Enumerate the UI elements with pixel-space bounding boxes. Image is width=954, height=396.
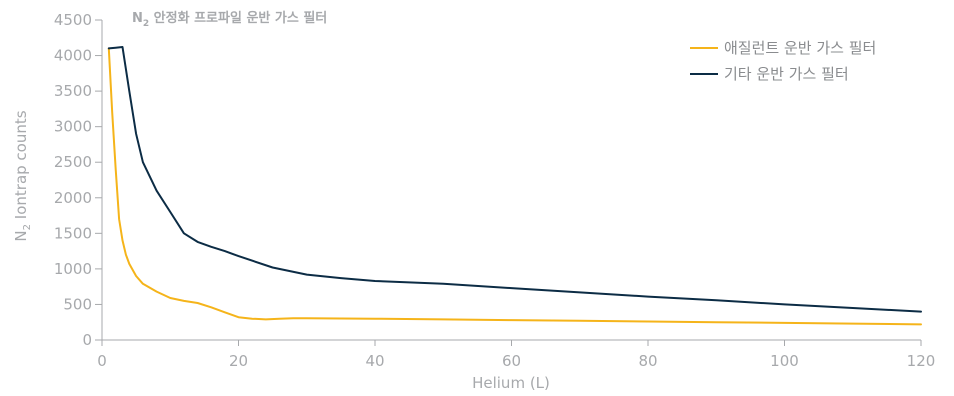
x-tick-label: 0 [97,352,107,370]
series-lines [107,46,922,326]
x-tick-label: 60 [502,352,521,370]
chart-title-subscript: 2 [143,19,149,29]
chart-title-rest: 안정화 프로파일 운반 가스 필터 [149,10,327,26]
y-tick-label: 3500 [54,82,92,100]
y-axis-label-main: N [12,230,30,241]
series-line-1 [107,47,922,326]
y-tick-label: 1500 [54,224,92,242]
legend-label-2: 기타 운반 가스 필터 [724,65,849,83]
y-tick-label: 500 [63,295,92,313]
x-axis-label: Helium (L) [472,374,550,392]
y-tick-label: 2000 [54,189,92,207]
y-tick-label: 2500 [54,153,92,171]
y-axis-ticks: 0 500 1000 1500 2000 2500 3000 3500 4000 4500 [54,11,102,349]
y-tick-label: 1000 [54,260,92,278]
x-tick-label: 100 [770,352,799,370]
legend-label-1: 애질런트 운반 가스 필터 [724,39,876,57]
chart-title-main: N [132,11,143,26]
chart-title: N2 안정화 프로파일 운반 가스 필터 [132,10,327,29]
x-axis-ticks: 0 20 40 60 80 100 120 [97,340,935,370]
y-axis-label: N2 Iontrap counts [12,110,33,241]
x-tick-label: 20 [229,352,248,370]
y-axis-label-rest: Iontrap counts [12,110,30,224]
y-tick-label: 0 [82,331,92,349]
x-tick-label: 120 [907,352,936,370]
x-tick-label: 40 [365,352,384,370]
y-tick-label: 4000 [54,47,92,65]
series-line-2 [107,46,922,313]
y-tick-label: 4500 [54,11,92,29]
x-tick-label: 80 [638,352,657,370]
y-axis-label-subscript: 2 [22,224,33,230]
y-tick-label: 3000 [54,118,92,136]
